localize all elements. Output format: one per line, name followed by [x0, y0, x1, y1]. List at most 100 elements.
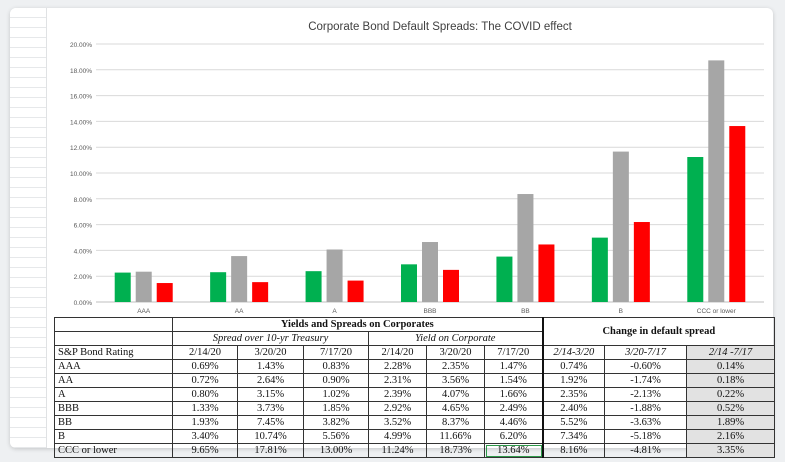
- bar-green: [496, 256, 513, 302]
- x-category-label: CCC or lower: [697, 308, 737, 315]
- empty-header-cell: [54, 331, 173, 346]
- rating-cell: BB: [54, 415, 173, 430]
- table-row: A 0.80% 3.15% 1.02% 2.39% 4.07% 1.66% 2.35% -2.1…: [54, 387, 776, 402]
- rating-header: S&P Bond Rating: [54, 345, 173, 360]
- value-cell: 2.49%: [483, 401, 544, 416]
- table-header-row-2: Spread over 10-yr Treasury Yield on Corp…: [54, 331, 775, 346]
- y-tick-label: 12.00%: [70, 145, 92, 152]
- bar-red: [538, 244, 555, 302]
- value-cell: -0.60%: [604, 359, 688, 374]
- x-category-label: B: [619, 308, 623, 315]
- change-col-header: 2/14-3/20: [541, 345, 606, 360]
- value-cell: 1.66%: [483, 387, 544, 402]
- value-cell: 3.82%: [303, 415, 369, 430]
- value-cell: 1.54%: [483, 373, 544, 388]
- change-col-header: 3/20-7/17: [604, 345, 688, 360]
- y-tick-label: 18.00%: [70, 68, 92, 75]
- x-category-label: AAA: [137, 308, 151, 315]
- bar-green: [401, 264, 417, 302]
- value-cell: -5.18%: [604, 429, 688, 444]
- value-cell: 7.45%: [237, 415, 304, 430]
- rating-cell: AA: [54, 373, 173, 388]
- value-cell: 3.52%: [368, 415, 427, 430]
- data-table-wrapper: Yields and Spreads on Corporates Change …: [54, 317, 776, 458]
- bar-red: [252, 282, 269, 302]
- y-tick-label: 4.00%: [74, 248, 93, 255]
- value-cell: 3.40%: [172, 429, 238, 444]
- value-cell: 4.46%: [483, 415, 544, 430]
- value-cell: 11.66%: [426, 429, 485, 444]
- date-header: 3/20/20: [237, 345, 304, 360]
- bar-red: [633, 222, 650, 302]
- value-cell: 2.39%: [368, 387, 427, 402]
- bar-gray: [422, 242, 438, 302]
- value-cell: 17.81%: [237, 443, 304, 458]
- rating-cell: BBB: [54, 401, 173, 416]
- y-tick-label: 10.00%: [70, 171, 92, 178]
- value-cell: 2.28%: [368, 359, 427, 374]
- spread-header: Spread over 10-yr Treasury: [172, 331, 369, 346]
- y-tick-label: 16.00%: [70, 94, 92, 101]
- bar-green: [210, 272, 227, 302]
- table-row: AA 0.72% 2.64% 0.90% 2.31% 3.56% 1.54% 1.92% -1.…: [54, 373, 776, 388]
- bar-green: [591, 237, 608, 302]
- value-cell: 0.72%: [172, 373, 238, 388]
- bar-green: [114, 272, 131, 302]
- value-cell: -1.74%: [604, 373, 688, 388]
- value-cell: 11.24%: [368, 443, 427, 458]
- bar-gray: [231, 256, 248, 302]
- value-cell: 1.43%: [237, 359, 304, 374]
- bar-red: [443, 269, 459, 302]
- value-cell: 3.73%: [237, 401, 304, 416]
- spreads-table: Yields and Spreads on Corporates Change …: [54, 317, 776, 458]
- bar-green: [305, 271, 322, 302]
- date-header: 2/14/20: [368, 345, 427, 360]
- group-header: Yields and Spreads on Corporates: [171, 317, 544, 332]
- value-cell: 6.20%: [483, 429, 544, 444]
- value-cell: 18.73%: [426, 443, 485, 458]
- value-cell: 2.35%: [426, 359, 485, 374]
- bar-green: [687, 157, 704, 302]
- table-row: B 3.40% 10.74% 5.56% 4.99% 11.66% 6.20% 7.34% -5…: [54, 429, 776, 444]
- table-header-row-1: Yields and Spreads on Corporates Change …: [54, 317, 776, 346]
- x-category-label: BB: [521, 308, 530, 315]
- value-cell: 3.35%: [686, 443, 776, 458]
- value-cell: 1.92%: [541, 373, 606, 388]
- y-tick-label: 14.00%: [70, 119, 92, 126]
- change-header: Change in default spread: [541, 317, 776, 346]
- bar-gray: [612, 151, 629, 302]
- value-cell: 1.02%: [303, 387, 369, 402]
- x-category-label: BBB: [423, 308, 436, 315]
- bar-gray: [517, 194, 534, 302]
- value-cell: 0.74%: [541, 359, 606, 374]
- date-header: 7/17/20: [483, 345, 544, 360]
- bar-chart: Corporate Bond Default Spreads: The COVI…: [70, 21, 764, 315]
- table-row: AAA 0.69% 1.43% 0.83% 2.28% 2.35% 1.47% 0.74% -0…: [54, 359, 776, 374]
- value-cell: 8.37%: [426, 415, 485, 430]
- value-cell: 13.00%: [303, 443, 369, 458]
- y-tick-label: 20.00%: [70, 42, 92, 49]
- value-cell: -2.13%: [604, 387, 688, 402]
- date-header: 3/20/20: [426, 345, 485, 360]
- value-cell: 0.80%: [172, 387, 238, 402]
- value-cell: -3.63%: [604, 415, 688, 430]
- rating-cell: B: [54, 429, 173, 444]
- x-category-label: AA: [235, 308, 244, 315]
- table-row: BB 1.93% 7.45% 3.82% 3.52% 8.37% 4.46% 5.52% -3.…: [54, 415, 776, 430]
- value-cell: 2.64%: [237, 373, 304, 388]
- value-cell: 1.33%: [172, 401, 238, 416]
- value-cell: 4.07%: [426, 387, 485, 402]
- value-cell: 2.16%: [686, 429, 776, 444]
- bar-gray: [708, 60, 725, 303]
- bar-red: [347, 280, 364, 302]
- value-cell: 1.47%: [483, 359, 544, 374]
- bar-red: [729, 126, 746, 302]
- date-header: 7/17/20: [303, 345, 369, 360]
- bar-gray: [326, 249, 343, 302]
- yield-header: Yield on Corporate: [367, 331, 544, 346]
- value-cell: 2.35%: [541, 387, 606, 402]
- y-tick-label: 8.00%: [74, 197, 93, 204]
- value-cell: 4.65%: [426, 401, 485, 416]
- value-cell: 0.14%: [686, 359, 776, 374]
- spreadsheet-row-gutter: [10, 8, 47, 448]
